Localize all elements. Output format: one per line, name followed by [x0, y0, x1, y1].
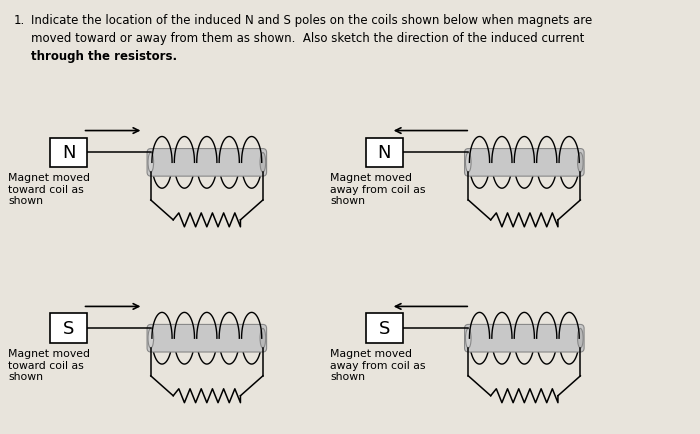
Bar — [50, 138, 88, 168]
Ellipse shape — [260, 329, 266, 348]
Text: through the resistors.: through the resistors. — [32, 50, 177, 63]
Text: S: S — [379, 319, 390, 338]
Text: N: N — [377, 144, 391, 162]
Text: Magnet moved
away from coil as
shown: Magnet moved away from coil as shown — [330, 349, 426, 381]
Bar — [365, 138, 403, 168]
Ellipse shape — [466, 153, 471, 173]
FancyBboxPatch shape — [147, 149, 267, 177]
FancyBboxPatch shape — [465, 325, 584, 352]
Bar — [365, 314, 403, 343]
Text: moved toward or away from them as shown.  Also sketch the direction of the induc: moved toward or away from them as shown.… — [32, 32, 584, 45]
Ellipse shape — [148, 329, 153, 348]
Bar — [50, 314, 88, 343]
Ellipse shape — [260, 153, 266, 173]
Text: S: S — [63, 319, 74, 338]
Ellipse shape — [466, 329, 471, 348]
Text: Magnet moved
toward coil as
shown: Magnet moved toward coil as shown — [8, 173, 90, 206]
FancyBboxPatch shape — [147, 325, 267, 352]
Text: Indicate the location of the induced N and S poles on the coils shown below when: Indicate the location of the induced N a… — [32, 14, 592, 27]
Text: 1.: 1. — [13, 14, 24, 27]
Text: Magnet moved
away from coil as
shown: Magnet moved away from coil as shown — [330, 173, 426, 206]
Text: N: N — [62, 144, 76, 162]
Ellipse shape — [148, 153, 153, 173]
Text: Magnet moved
toward coil as
shown: Magnet moved toward coil as shown — [8, 349, 90, 381]
Ellipse shape — [578, 329, 583, 348]
Ellipse shape — [578, 153, 583, 173]
FancyBboxPatch shape — [465, 149, 584, 177]
